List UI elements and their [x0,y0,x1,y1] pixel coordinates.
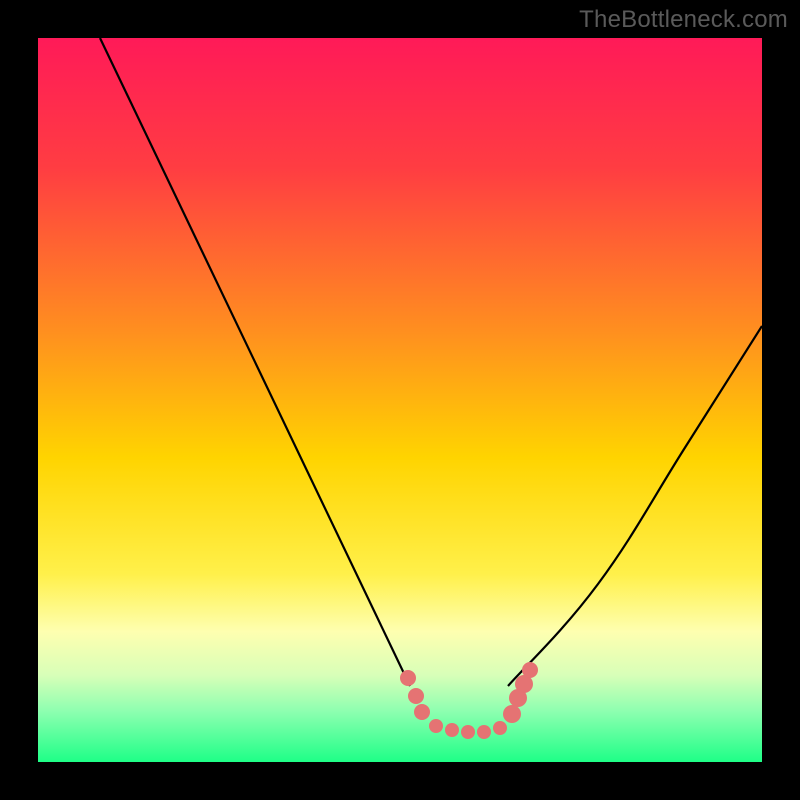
marker-point [408,688,424,704]
marker-point [522,662,538,678]
marker-point [461,725,475,739]
marker-point [503,705,521,723]
plot-area [38,38,762,762]
watermark-text: TheBottleneck.com [579,6,788,34]
marker-point [493,721,507,735]
bottleneck-chart [0,0,800,800]
marker-point [477,725,491,739]
marker-point [414,704,430,720]
marker-point [445,723,459,737]
chart-frame: TheBottleneck.com [0,0,800,800]
marker-point [429,719,443,733]
marker-point [400,670,416,686]
